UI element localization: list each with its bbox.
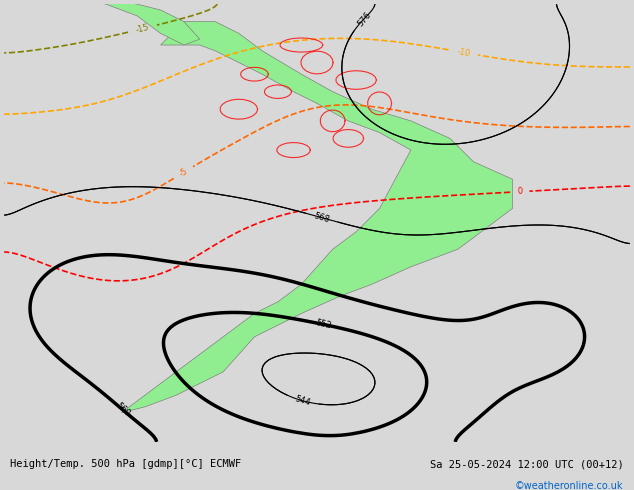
Text: 568: 568	[313, 211, 331, 224]
Text: Sa 25-05-2024 12:00 UTC (00+12): Sa 25-05-2024 12:00 UTC (00+12)	[430, 460, 624, 469]
Text: -5: -5	[178, 167, 190, 178]
Text: 576: 576	[356, 10, 373, 28]
Text: 560: 560	[113, 401, 131, 418]
Text: 544: 544	[294, 394, 311, 407]
Polygon shape	[122, 22, 512, 413]
Text: ©weatheronline.co.uk: ©weatheronline.co.uk	[515, 481, 624, 490]
Text: 552: 552	[314, 318, 332, 331]
Text: -10: -10	[456, 47, 470, 58]
Text: Height/Temp. 500 hPa [gdmp][°C] ECMWF: Height/Temp. 500 hPa [gdmp][°C] ECMWF	[10, 460, 242, 469]
Polygon shape	[82, 0, 200, 45]
Text: -15: -15	[135, 23, 150, 35]
Text: 0: 0	[517, 187, 522, 196]
